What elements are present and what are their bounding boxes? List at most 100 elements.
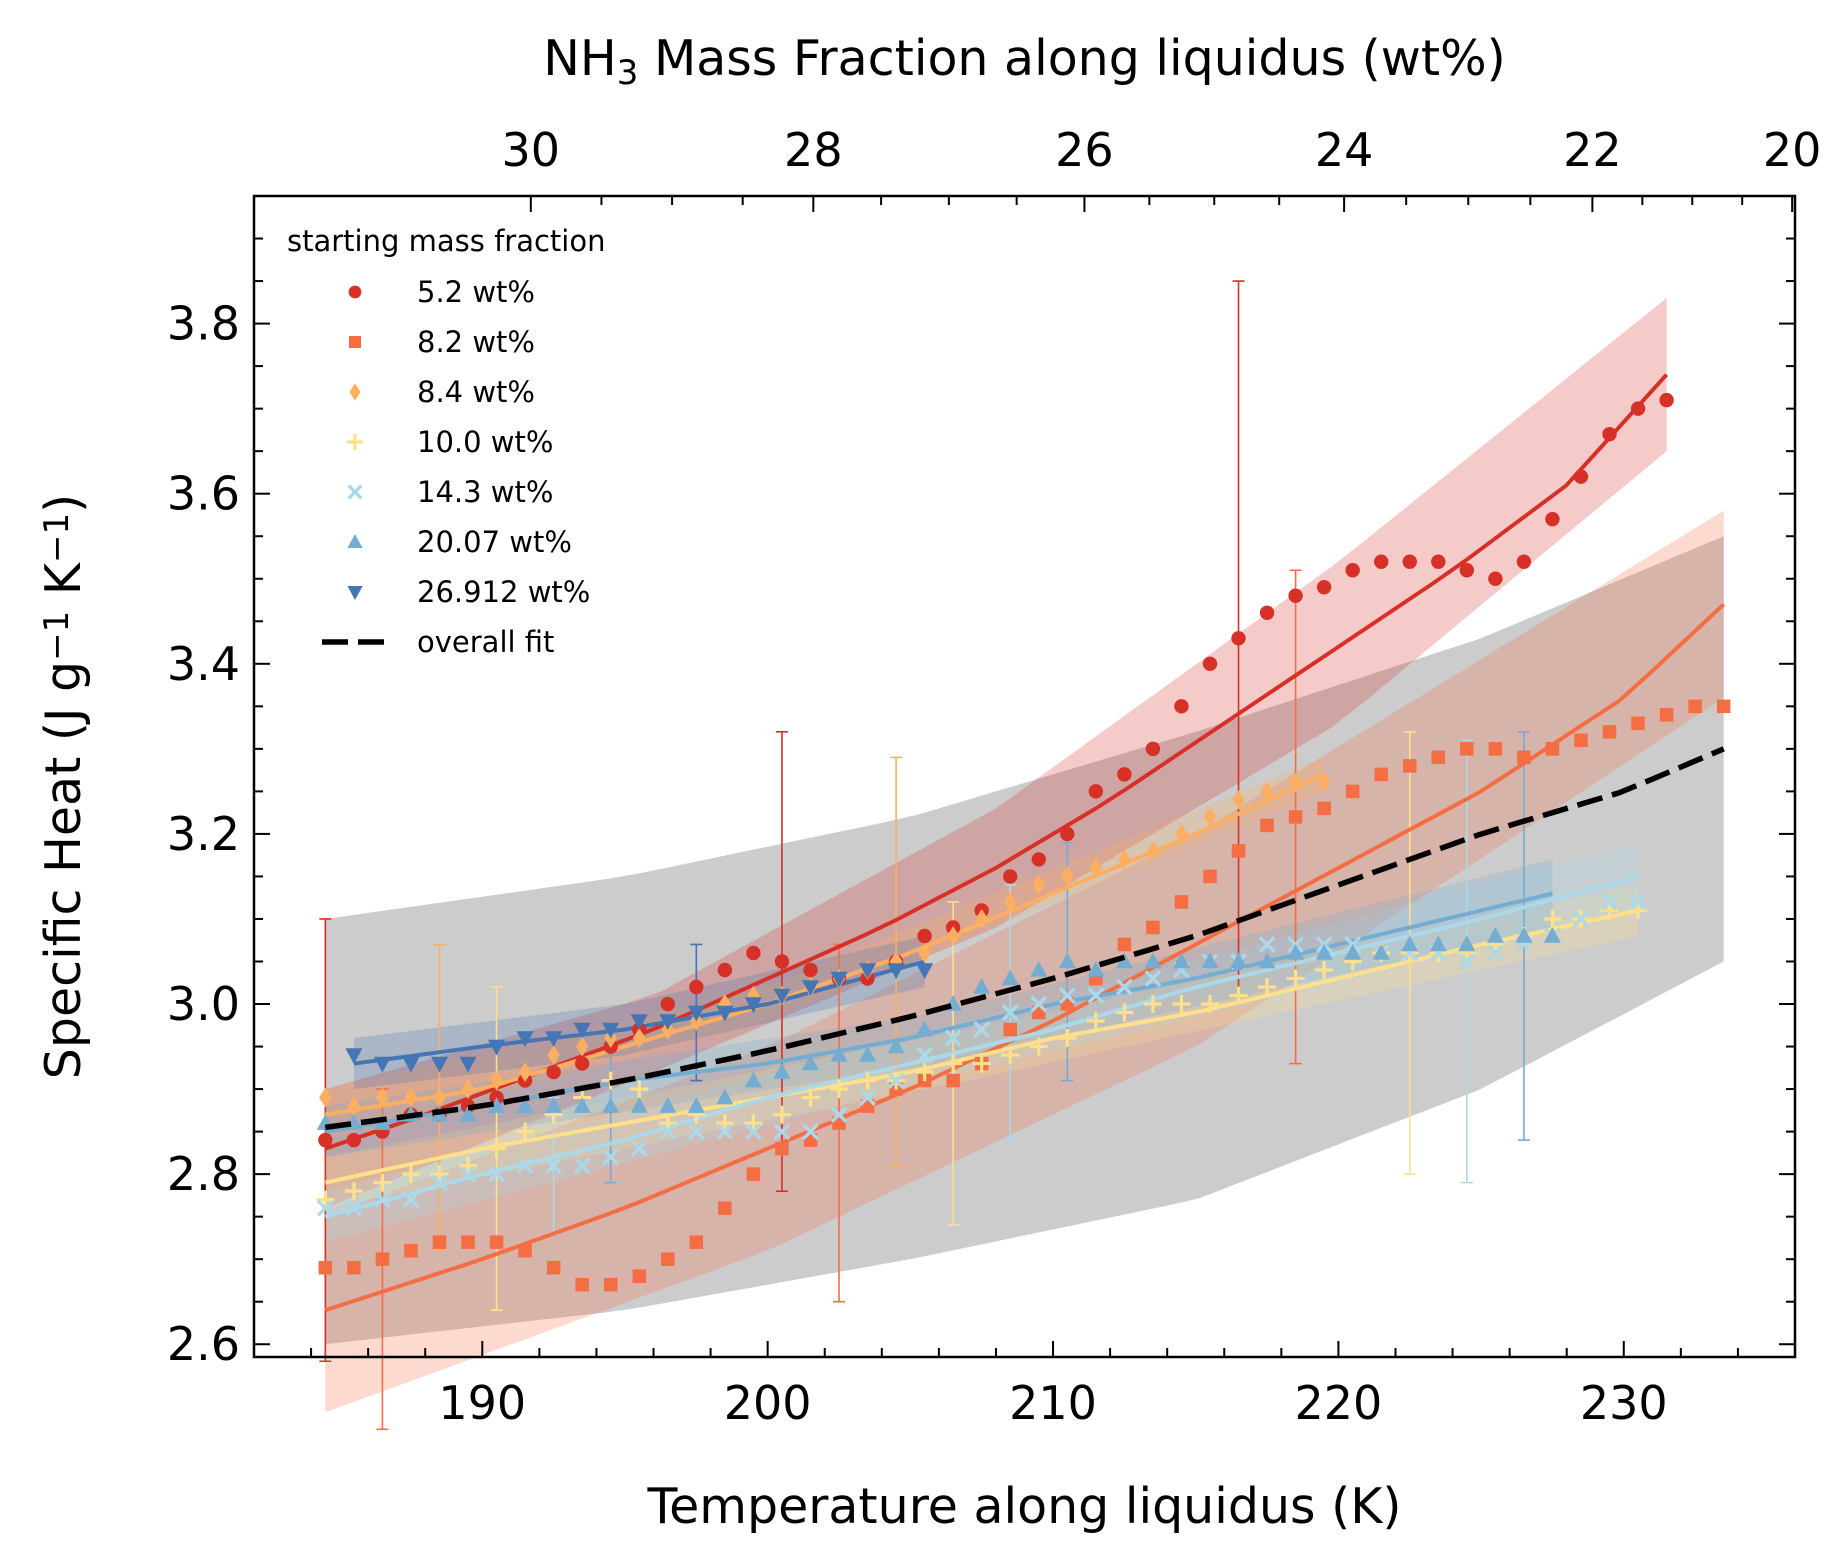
point-10-0-wt xyxy=(772,1105,791,1124)
legend-marker-8-4-wt xyxy=(349,383,361,401)
y-tick-label: 2.6 xyxy=(167,1317,240,1371)
point-10-0-wt xyxy=(915,1063,934,1082)
band-5-2-wt xyxy=(325,298,1667,1209)
point-8-4-wt xyxy=(547,1045,560,1065)
point-10-0-wt xyxy=(858,1071,877,1090)
point-10-0-wt xyxy=(1058,1029,1077,1048)
point-8-4-wt xyxy=(1061,866,1074,887)
point-26-912-wt xyxy=(516,1031,534,1048)
point-10-0-wt xyxy=(1029,1037,1048,1056)
point-8-2-wt xyxy=(1431,750,1446,765)
point-10-0-wt xyxy=(516,1122,535,1141)
point-8-2-wt xyxy=(1403,759,1417,773)
point-20-07-wt xyxy=(1115,952,1133,969)
point-8-2-wt xyxy=(1688,699,1702,714)
point-5-2-wt xyxy=(1031,852,1046,867)
point-5-2-wt xyxy=(1602,426,1617,442)
point-5-2-wt xyxy=(1345,563,1360,578)
point-8-2-wt xyxy=(1345,784,1360,799)
point-8-2-wt xyxy=(375,1252,390,1266)
point-5-2-wt xyxy=(1516,554,1532,569)
point-14-3-wt xyxy=(545,1157,563,1175)
point-14-3-wt xyxy=(431,1174,448,1192)
point-14-3-wt xyxy=(916,1046,934,1064)
point-8-2-wt xyxy=(489,1235,504,1249)
point-26-912-wt xyxy=(430,1056,449,1073)
y-tick-label: 3.2 xyxy=(167,807,240,861)
point-8-2-wt xyxy=(1659,708,1674,722)
fit-line-20-07-wt xyxy=(324,891,1553,1134)
point-14-3-wt xyxy=(573,1157,591,1175)
point-20-07-wt xyxy=(630,1097,648,1113)
point-5-2-wt xyxy=(1316,580,1332,595)
point-26-912-wt xyxy=(602,1022,620,1039)
point-14-3-wt xyxy=(773,1123,791,1141)
legend-marker-5-2-wt xyxy=(348,285,362,299)
point-10-0-wt xyxy=(1258,978,1277,997)
point-10-0-wt xyxy=(944,1054,963,1073)
axes: 2.6 2.8 3.0 3.2 3.4 3.6 3.8 190 200 210 220 230 30 28… xyxy=(167,123,1822,1430)
point-8-2-wt xyxy=(432,1235,447,1249)
point-20-07-wt xyxy=(1344,943,1362,960)
point-8-4-wt xyxy=(918,943,931,963)
x-tick-label: 190 xyxy=(438,1376,526,1430)
point-8-2-wt xyxy=(946,1073,960,1088)
point-8-2-wt xyxy=(632,1269,646,1283)
point-26-912-wt xyxy=(459,1056,477,1073)
point-20-07-wt xyxy=(858,1046,877,1062)
point-8-2-wt xyxy=(1174,895,1189,909)
point-8-4-wt xyxy=(1089,858,1103,878)
point-8-2-wt xyxy=(775,1141,789,1156)
point-5-2-wt xyxy=(1659,392,1674,408)
point-8-4-wt xyxy=(433,1087,446,1108)
point-10-0-wt xyxy=(1115,1003,1134,1022)
point-8-4-wt xyxy=(461,1079,475,1099)
point-5-2-wt xyxy=(1117,767,1132,782)
plot-frame xyxy=(252,194,1797,1359)
point-8-2-wt xyxy=(1460,742,1474,756)
point-26-912-wt xyxy=(744,997,762,1014)
point-8-4-wt xyxy=(946,926,960,946)
point-5-2-wt xyxy=(1374,554,1389,569)
point-5-2-wt xyxy=(1573,469,1589,484)
point-5-2-wt xyxy=(1545,512,1560,527)
point-10-0-wt xyxy=(1200,995,1219,1014)
point-8-4-wt xyxy=(575,1036,589,1057)
point-8-2-wt xyxy=(1317,801,1331,816)
confidence-bands xyxy=(325,298,1724,1413)
point-14-3-wt xyxy=(316,1199,334,1217)
overall-fit-band xyxy=(325,536,1724,1345)
legend-marker-10-0-wt xyxy=(347,434,363,450)
point-20-07-wt xyxy=(1401,935,1419,952)
point-26-912-wt xyxy=(545,1031,563,1048)
point-10-0-wt xyxy=(715,1114,734,1133)
point-10-0-wt xyxy=(630,1080,649,1099)
point-14-3-wt xyxy=(887,1072,905,1089)
point-10-0-wt xyxy=(316,1190,335,1209)
point-8-4-wt xyxy=(490,1070,503,1091)
point-20-07-wt xyxy=(916,1020,934,1037)
point-5-2-wt xyxy=(1288,588,1303,603)
point-14-3-wt xyxy=(1144,970,1162,987)
legend-label: 5.2 wt% xyxy=(417,275,535,309)
point-26-912-wt xyxy=(716,1005,734,1022)
point-8-2-wt xyxy=(461,1235,475,1249)
point-8-2-wt xyxy=(1374,767,1388,782)
point-5-2-wt xyxy=(1202,656,1218,672)
point-14-3-wt xyxy=(1629,893,1647,911)
point-26-912-wt xyxy=(773,988,791,1005)
point-8-2-wt xyxy=(1517,750,1531,765)
point-20-07-wt xyxy=(659,1097,677,1113)
point-14-3-wt xyxy=(687,1123,705,1141)
point-14-3-wt xyxy=(1458,953,1476,970)
y-tick-label: 3.6 xyxy=(167,467,240,521)
band-20-07-wt xyxy=(325,859,1553,1158)
point-20-07-wt xyxy=(1458,935,1476,952)
point-8-2-wt xyxy=(1203,869,1217,884)
point-20-07-wt xyxy=(1515,926,1533,943)
point-20-07-wt xyxy=(744,1071,762,1088)
point-20-07-wt xyxy=(1429,935,1447,952)
point-5-2-wt xyxy=(546,1064,561,1080)
point-10-0-wt xyxy=(373,1173,392,1192)
legend-label: 20.07 wt% xyxy=(417,525,572,559)
